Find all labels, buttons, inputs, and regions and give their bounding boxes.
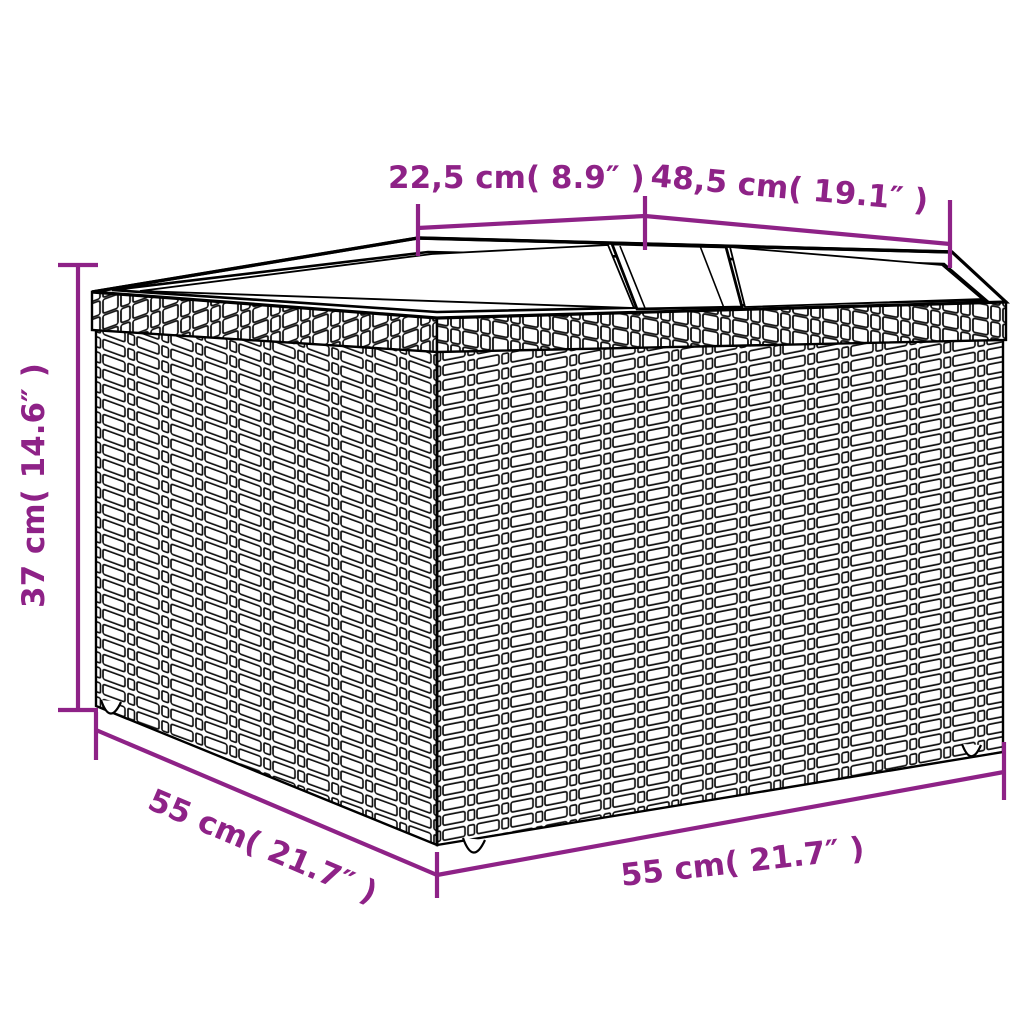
glass-panel-left bbox=[139, 244, 636, 309]
table-feet bbox=[99, 699, 983, 854]
foot-right bbox=[960, 743, 983, 758]
dimline-bottom-right bbox=[436, 769, 1005, 878]
rattan-table-body bbox=[90, 236, 1010, 854]
dimension-label-bottom-right: 55 cm( 21.7″ ) bbox=[619, 830, 866, 893]
dimension-label-top-right: 48,5 cm( 19.1″ ) bbox=[649, 158, 929, 219]
table-right-face bbox=[435, 308, 1005, 847]
dimline-bottom-left bbox=[95, 728, 438, 877]
dimline-top-left bbox=[417, 213, 646, 231]
dimension-label-height: 37 cm( 14.6″ ) bbox=[16, 363, 52, 608]
dimline-top-right bbox=[644, 213, 951, 247]
foot-front bbox=[461, 837, 486, 854]
dimension-label-top-left: 22,5 cm( 8.9″ ) bbox=[388, 160, 645, 196]
glass-top-surface bbox=[91, 236, 1010, 320]
glass-panel-right bbox=[728, 245, 985, 308]
dimension-lines bbox=[58, 196, 1007, 898]
foot-left bbox=[99, 699, 122, 715]
